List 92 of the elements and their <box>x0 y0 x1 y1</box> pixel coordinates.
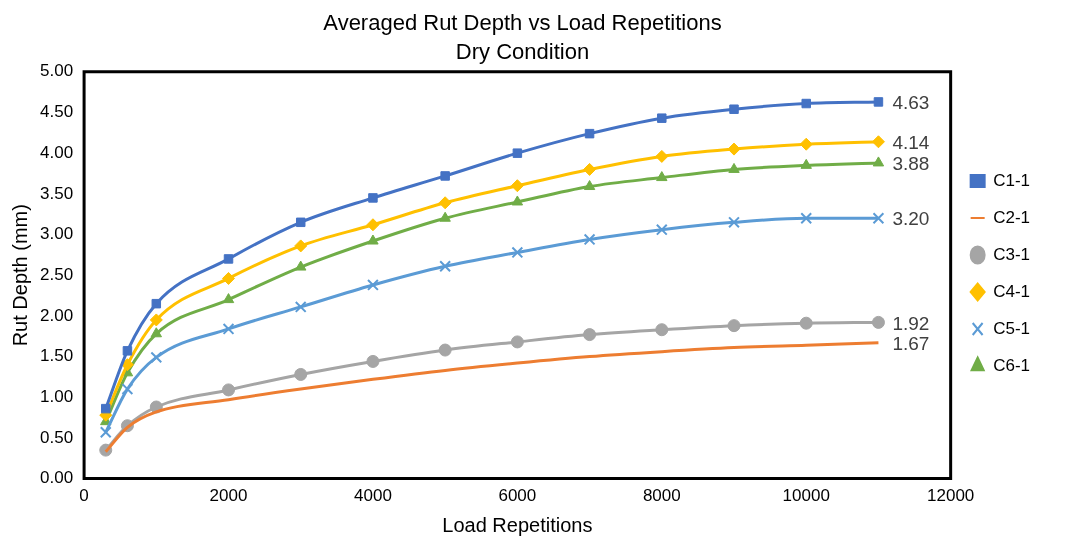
point <box>222 383 236 397</box>
y-tick-label: 1.00 <box>39 386 74 406</box>
point <box>799 316 813 330</box>
legend-label: C3-1 <box>993 244 1031 264</box>
point <box>655 149 669 163</box>
point <box>510 179 524 193</box>
point <box>438 343 452 357</box>
legend-label: C6-1 <box>993 355 1031 375</box>
point <box>222 322 235 335</box>
point <box>294 300 307 313</box>
point <box>511 195 524 206</box>
x-tick-label: 6000 <box>498 486 537 506</box>
point <box>583 162 597 176</box>
y-tick-label: 4.50 <box>39 102 74 122</box>
point <box>366 218 380 232</box>
x-tick-label: 0 <box>79 486 89 506</box>
x-axis-title: Load Repetitions <box>442 513 593 536</box>
point <box>439 211 451 222</box>
point <box>295 260 307 271</box>
point <box>799 137 813 151</box>
legend-label: C1-1 <box>993 170 1031 190</box>
point <box>151 298 162 309</box>
y-tick-label: 1.50 <box>39 346 74 366</box>
point <box>583 328 597 342</box>
point <box>101 403 111 414</box>
point <box>222 293 235 304</box>
legend-label: C5-1 <box>993 318 1031 338</box>
chart-subtitle: Dry Condition <box>455 38 590 64</box>
point <box>871 315 885 329</box>
point <box>655 323 669 337</box>
point <box>121 383 134 396</box>
point <box>294 239 308 253</box>
point <box>728 216 740 229</box>
y-tick-label: 3.50 <box>39 183 74 203</box>
y-tick-label: 0.00 <box>39 468 74 488</box>
point <box>873 97 884 107</box>
point <box>366 279 379 291</box>
x-tick-label: 8000 <box>642 486 681 506</box>
point <box>294 367 308 381</box>
point <box>584 128 595 139</box>
x-tick-label: 12000 <box>927 486 975 506</box>
data-label: 4.14 <box>892 132 930 153</box>
point <box>223 254 234 264</box>
point <box>729 104 739 114</box>
legend-label: C2-1 <box>993 207 1031 227</box>
point <box>222 271 236 285</box>
point <box>583 180 596 191</box>
y-tick-label: 2.50 <box>39 264 74 284</box>
point <box>800 212 813 225</box>
point <box>801 98 811 109</box>
x-tick-label: 10000 <box>782 486 830 506</box>
point <box>439 260 452 273</box>
data-label: 1.67 <box>892 332 930 354</box>
point <box>510 335 524 349</box>
point <box>367 234 379 245</box>
point <box>655 223 668 236</box>
point <box>368 193 378 203</box>
x-tick-label: 2000 <box>209 486 248 506</box>
point <box>440 171 450 181</box>
point <box>366 354 380 368</box>
point <box>800 158 812 169</box>
y-axis-title: Rut Depth (mm) <box>8 204 31 347</box>
point <box>150 327 162 338</box>
y-tick-label: 2.00 <box>39 305 74 325</box>
point <box>872 212 885 225</box>
point <box>99 426 112 439</box>
point <box>295 217 306 228</box>
x-tick-label: 4000 <box>354 486 392 506</box>
point <box>728 162 740 173</box>
data-label: 3.20 <box>892 208 930 230</box>
y-tick-label: 0.50 <box>39 427 74 447</box>
point <box>511 246 524 259</box>
y-tick-label: 4.00 <box>39 142 74 162</box>
data-label: 1.92 <box>892 312 930 334</box>
point <box>871 135 885 149</box>
point <box>583 233 596 246</box>
point <box>122 346 133 356</box>
point <box>149 313 163 327</box>
point <box>727 319 741 333</box>
y-tick-label: 3.00 <box>39 224 74 244</box>
y-tick-label: 5.00 <box>39 61 74 81</box>
point <box>656 171 668 182</box>
legend-label: C4-1 <box>993 281 1031 301</box>
point <box>512 148 523 158</box>
point <box>438 196 452 210</box>
data-label: 4.63 <box>892 92 930 114</box>
chart-title: Averaged Rut Depth vs Load Repetitions <box>323 10 722 36</box>
point <box>657 113 667 123</box>
point <box>872 156 885 167</box>
point <box>727 142 741 156</box>
data-label: 3.88 <box>892 153 930 175</box>
point <box>150 351 163 364</box>
